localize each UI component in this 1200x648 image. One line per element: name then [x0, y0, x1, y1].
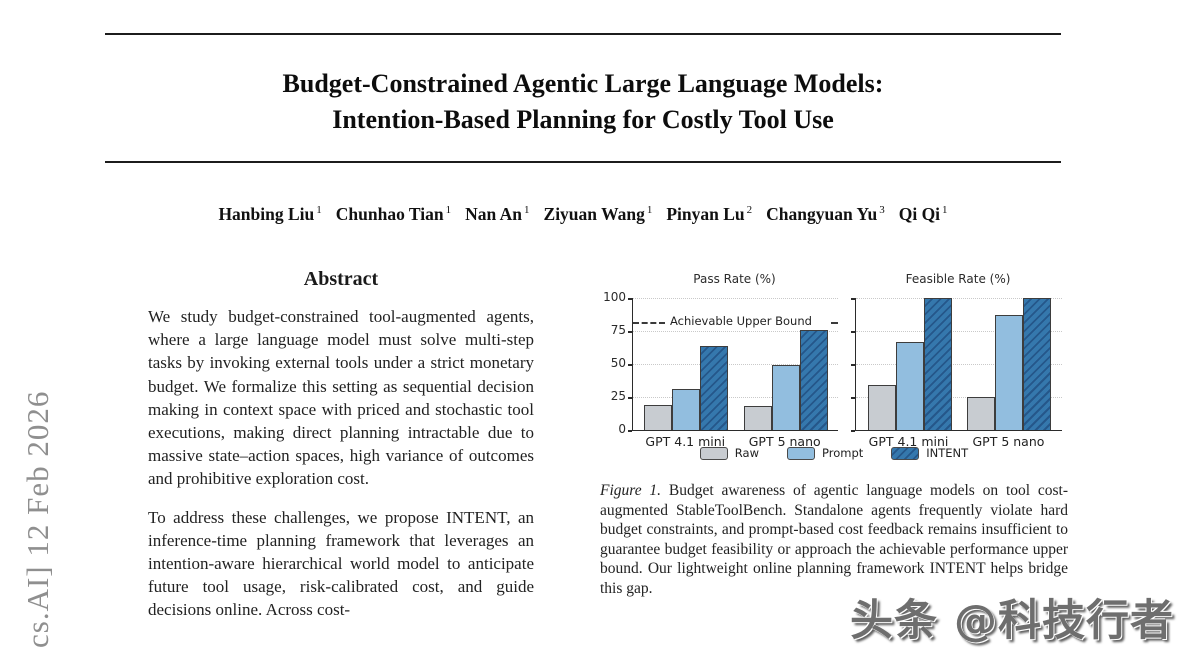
- x-category-label: GPT 5 nano: [748, 434, 821, 449]
- figure1-bar-charts: Pass Rate (%) 0 25 50 75 100 GPT 4.1 mini GPT 5…: [600, 268, 1068, 468]
- legend-label: INTENT: [926, 446, 969, 460]
- bar-prompt-gpt-4-1-mini: [895, 341, 924, 430]
- y-tick-mark: [851, 397, 855, 399]
- legend-label: Prompt: [822, 446, 864, 460]
- author-list: Hanbing Liu 1 Chunhao Tian 1 Nan An 1 Ziyuan W…: [90, 204, 1076, 225]
- plot-area: Achievable Upper Bound: [632, 298, 838, 431]
- paper-title-line2: Intention-Based Planning for Costly Tool…: [332, 105, 834, 134]
- arxiv-sidebar-text: cs.AI] 12 Feb 2026: [20, 390, 55, 648]
- plot-area: [855, 298, 1062, 431]
- bar-prompt-gpt-5-nano: [995, 315, 1024, 430]
- abstract-paragraph-1: We study budget-constrained tool-augment…: [148, 307, 534, 489]
- y-tick-mark: [628, 430, 632, 432]
- abstract-heading: Abstract: [303, 268, 379, 290]
- y-tick-mark: [851, 298, 855, 300]
- y-tick-label: 25: [610, 389, 626, 403]
- legend-swatch: [891, 446, 920, 460]
- abstract-paragraph-2: To address these challenges, we propose …: [148, 507, 534, 620]
- y-tick-label: 50: [610, 356, 626, 370]
- author: Qi Qi 1: [898, 204, 948, 224]
- y-tick-mark: [851, 364, 855, 366]
- bar-raw-gpt-5-nano: [967, 397, 996, 430]
- author: Chunhao Tian 1: [335, 204, 452, 224]
- chart-legend: Raw Prompt INTENT: [600, 446, 1068, 460]
- bar-intent-gpt-5-nano: [799, 329, 828, 430]
- upper-bound-dash: [830, 321, 838, 324]
- chart-title: Feasible Rate (%): [905, 272, 1011, 286]
- x-category-label: GPT 4.1 mini: [868, 434, 949, 449]
- bar-raw-gpt-4-1-mini: [644, 404, 673, 430]
- y-tick-mark: [851, 430, 855, 432]
- author: Nan An 1: [465, 204, 530, 224]
- bar-raw-gpt-5-nano: [743, 406, 772, 430]
- gridline: [856, 331, 1062, 332]
- gridline: [856, 397, 1062, 398]
- y-tick-mark: [628, 364, 632, 366]
- legend-item-intent: INTENT: [891, 446, 968, 460]
- chart-panel-pass-rate: Pass Rate (%) 0 25 50 75 100 GPT 4.1 mini GPT 5…: [600, 268, 838, 468]
- watermark-text: 头条 @科技行者: [850, 596, 1174, 646]
- y-tick-mark: [628, 331, 632, 333]
- y-tick-label: 0: [618, 422, 626, 436]
- gridline: [633, 298, 838, 299]
- title-rule: [105, 161, 1061, 163]
- gridline: [633, 397, 838, 398]
- figure-column: Pass Rate (%) 0 25 50 75 100 GPT 4.1 mini GPT 5…: [600, 268, 1068, 599]
- gridline: [633, 364, 838, 365]
- chart-title: Pass Rate (%): [693, 272, 776, 286]
- abstract-column: Abstract We study budget-constrained too…: [148, 268, 534, 637]
- bar-intent-gpt-5-nano: [1023, 298, 1052, 430]
- top-rule: [105, 33, 1061, 35]
- chart-panel-feasible-rate: Feasible Rate (%) GPT 4.1 mini GPT 5 nano: [848, 268, 1068, 468]
- upper-bound-annotation: Achievable Upper Bound: [633, 310, 838, 328]
- y-tick-mark: [851, 331, 855, 333]
- figure1-caption: Figure 1. Budget awareness of agentic la…: [600, 481, 1068, 599]
- y-tick-mark: [628, 397, 632, 399]
- legend-item-prompt: Prompt: [787, 446, 863, 460]
- upper-bound-label: Achievable Upper Bound: [670, 313, 812, 328]
- y-tick-mark: [628, 298, 632, 300]
- figure1-caption-label: Figure 1.: [600, 482, 662, 499]
- legend-label: Raw: [734, 446, 759, 460]
- author: Pinyan Lu 2: [666, 204, 753, 224]
- bar-raw-gpt-4-1-mini: [867, 385, 896, 430]
- bar-prompt-gpt-5-nano: [771, 365, 800, 430]
- author: Changyuan Yu 3: [766, 204, 885, 224]
- y-tick-label: 75: [610, 323, 626, 337]
- bar-intent-gpt-4-1-mini: [923, 298, 952, 430]
- bar-prompt-gpt-4-1-mini: [672, 389, 701, 430]
- x-category-label: GPT 4.1 mini: [645, 434, 726, 449]
- legend-swatch: [787, 446, 815, 460]
- x-category-label: GPT 5 nano: [972, 434, 1045, 449]
- author: Hanbing Liu 1: [218, 204, 322, 224]
- paper-title: Budget-Constrained Agentic Large Languag…: [105, 66, 1061, 138]
- figure1-caption-text: Budget awareness of agentic language mod…: [600, 482, 1069, 597]
- y-tick-label: 100: [603, 290, 626, 304]
- gridline: [856, 364, 1062, 365]
- gridline: [856, 298, 1062, 299]
- bar-intent-gpt-4-1-mini: [700, 345, 729, 430]
- upper-bound-dash: [633, 321, 665, 324]
- gridline: [633, 331, 838, 332]
- legend-item-raw: Raw: [699, 446, 759, 460]
- legend-swatch: [699, 446, 728, 460]
- paper-title-line1: Budget-Constrained Agentic Large Languag…: [282, 69, 884, 98]
- author: Ziyuan Wang 1: [543, 204, 653, 224]
